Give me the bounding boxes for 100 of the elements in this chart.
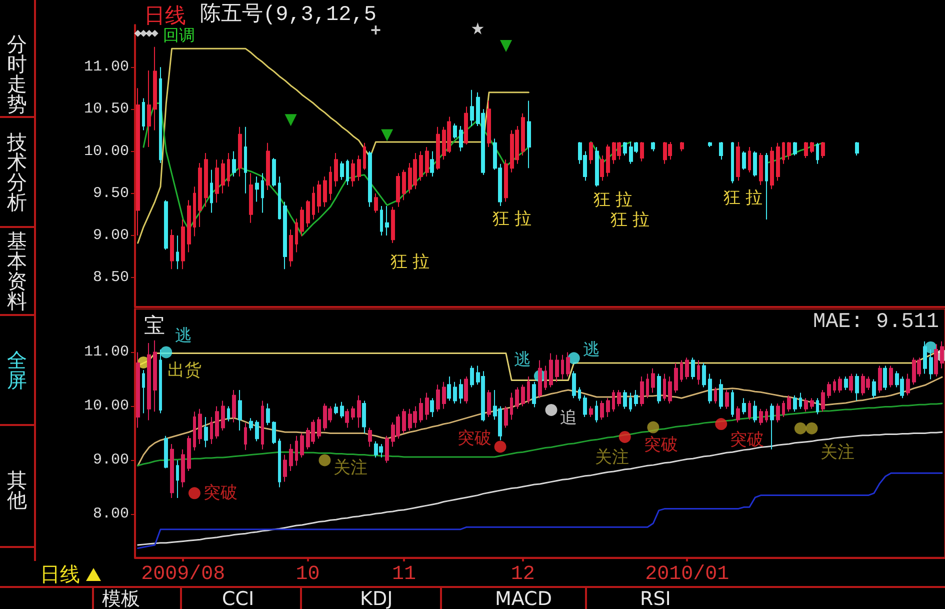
point — [134, 30, 142, 37]
candlestick — [855, 373, 859, 402]
candlestick — [363, 142, 366, 170]
annotation: MAE: 9.511 — [812, 311, 940, 334]
y-tick-label: 10.00 — [84, 398, 129, 415]
candlestick — [193, 411, 196, 451]
candlestick — [289, 229, 293, 268]
sidebar-button: 技术分析 — [0, 118, 34, 228]
candlestick — [317, 416, 321, 440]
tab-button: CCI — [180, 588, 300, 609]
candlestick — [595, 146, 599, 188]
data-label: 关注 — [334, 458, 368, 478]
data-label: 突破 — [457, 428, 492, 449]
candlestick — [249, 172, 253, 224]
candlestick — [221, 400, 225, 431]
candlestick — [504, 406, 508, 428]
candlestick — [278, 176, 281, 220]
candlestick — [799, 392, 802, 410]
candlestick — [561, 354, 564, 380]
data-label: 突破 — [644, 434, 678, 455]
y-tick-label: 10.50 — [84, 100, 129, 118]
candlestick — [934, 344, 938, 377]
candlestick — [232, 150, 236, 178]
candlestick — [357, 154, 361, 182]
candlestick — [566, 352, 570, 377]
candlestick — [782, 142, 785, 164]
candlestick — [176, 234, 179, 270]
candlestick — [153, 340, 157, 412]
point — [160, 346, 172, 358]
candlestick — [657, 373, 661, 404]
candlestick — [776, 142, 780, 182]
candlestick — [198, 408, 202, 444]
data-label: 关注 — [595, 447, 630, 468]
candlestick — [940, 340, 944, 369]
candlestick — [804, 142, 808, 159]
chart-title: 宝 — [144, 314, 165, 338]
candlestick — [215, 406, 219, 440]
y-tick-label: 8.50 — [92, 269, 129, 286]
candlestick — [459, 378, 463, 404]
candlestick — [385, 435, 389, 464]
point — [318, 454, 331, 466]
candlestick — [606, 144, 610, 178]
candlestick — [668, 376, 672, 404]
chart-subtitle: 陈五号(9,3,12,5 — [200, 2, 376, 27]
x-tick-label: 2010/01 — [645, 562, 730, 586]
candlestick — [289, 444, 293, 472]
data-label: 出货 — [167, 360, 202, 380]
candlestick — [159, 66, 162, 164]
data-label: 逃 — [582, 340, 600, 360]
candlestick — [255, 176, 259, 202]
candlestick — [425, 392, 429, 420]
point — [794, 422, 806, 434]
candlestick — [731, 390, 734, 418]
candlestick — [793, 394, 797, 412]
candlestick — [295, 435, 298, 466]
annotation: 狂 拉 — [723, 188, 763, 208]
candlestick — [261, 400, 264, 450]
sidebar-button: 基本资料 — [0, 228, 34, 316]
annotation: 回调 — [163, 26, 195, 44]
x-tick-label: 10 — [296, 562, 320, 586]
candlestick — [459, 126, 463, 152]
candlestick — [334, 152, 338, 188]
candlestick — [510, 392, 513, 420]
candlestick — [266, 403, 270, 426]
candlestick — [765, 152, 768, 220]
candlestick — [646, 373, 649, 399]
data-label: 突破 — [203, 483, 238, 504]
candlestick — [187, 435, 191, 472]
candlestick — [765, 408, 768, 423]
candlestick — [266, 142, 270, 190]
candlestick — [855, 142, 859, 156]
annotation: 狂 拉 — [610, 210, 650, 230]
candlestick — [833, 378, 836, 394]
candlestick — [504, 159, 508, 202]
y-tick-label: 9.00 — [92, 452, 129, 469]
candlestick — [227, 152, 230, 188]
candlestick — [306, 200, 310, 228]
annotation: 狂 拉 — [390, 252, 430, 272]
point — [806, 422, 818, 434]
y-tick-label: 8.00 — [92, 506, 129, 523]
candlestick — [198, 162, 202, 228]
candlestick — [821, 390, 825, 412]
candlestick — [261, 172, 264, 214]
candlestick — [787, 394, 791, 412]
candlestick — [244, 422, 247, 450]
candlestick — [430, 398, 434, 418]
candlestick — [623, 390, 627, 410]
line-series — [137, 431, 943, 546]
candlestick — [147, 70, 151, 148]
point — [284, 114, 297, 126]
candlestick — [844, 376, 848, 390]
candlestick — [759, 408, 763, 426]
candlestick — [272, 420, 276, 444]
candlestick — [651, 368, 655, 394]
candlestick — [549, 352, 553, 388]
candlestick — [221, 159, 225, 194]
point — [371, 26, 380, 35]
candlestick — [878, 365, 882, 394]
candlestick — [719, 378, 723, 410]
candlestick — [612, 390, 615, 412]
